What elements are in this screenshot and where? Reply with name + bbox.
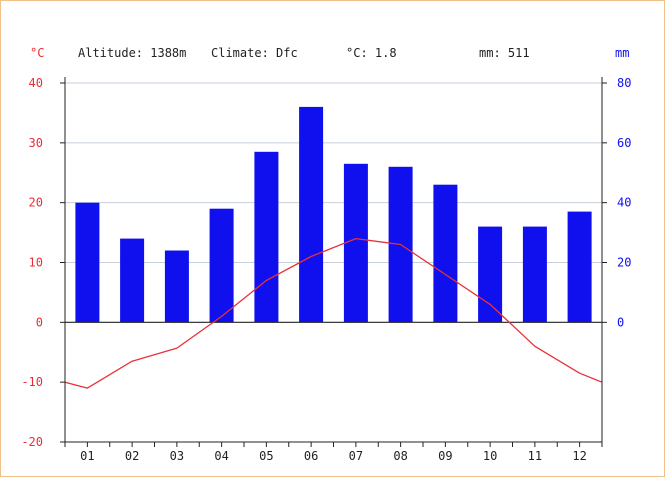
x-tick-label: 03: [170, 449, 184, 463]
right-tick-label: 60: [617, 136, 631, 150]
precipitation-bar: [433, 184, 458, 323]
precipitation-bar: [478, 226, 503, 323]
left-tick-label: 20: [29, 196, 43, 210]
temperature-summary: °C: 1.8: [346, 46, 397, 60]
x-tick-label: 02: [125, 449, 139, 463]
right-tick-label: 20: [617, 256, 631, 270]
precipitation-bar: [522, 226, 547, 323]
x-tick-label: 04: [214, 449, 228, 463]
left-tick-label: -10: [21, 375, 43, 389]
climate-label: Climate: Dfc: [211, 46, 298, 60]
precipitation-bar: [75, 202, 100, 323]
left-tick-label: 10: [29, 256, 43, 270]
precipitation-bars: [75, 106, 592, 323]
precipitation-bar: [254, 151, 279, 323]
x-tick-label: 08: [393, 449, 407, 463]
x-tick-label: 11: [528, 449, 542, 463]
x-tick-label: 10: [483, 449, 497, 463]
axes-layer: -20 -10 0 10 20 30 40 0 20 40 60 80 01 02 03 04 05 06 07 08…: [21, 76, 631, 463]
x-tick-label: 06: [304, 449, 318, 463]
left-tick-label: 40: [29, 76, 43, 90]
x-tick-label: 12: [572, 449, 586, 463]
precipitation-summary: mm: 511: [479, 46, 530, 60]
x-tick-label: 09: [438, 449, 452, 463]
precipitation-bar: [164, 250, 189, 323]
grid-layer: [65, 82, 602, 263]
precipitation-bar: [299, 106, 324, 323]
altitude-label: Altitude: 1388m: [78, 46, 186, 60]
x-tick-label: 01: [80, 449, 94, 463]
right-tick-label: 0: [617, 315, 624, 329]
right-tick-label: 80: [617, 76, 631, 90]
precipitation-bar: [120, 238, 145, 323]
x-tick-label: 05: [259, 449, 273, 463]
right-axis-unit: mm: [615, 46, 629, 60]
temperature-line-layer: [64, 237, 603, 389]
precipitation-bar: [343, 163, 368, 323]
precipitation-bar: [567, 211, 592, 323]
left-tick-label: 30: [29, 136, 43, 150]
left-tick-label: -20: [21, 435, 43, 449]
temperature-line: [64, 237, 603, 389]
precipitation-bar: [209, 208, 234, 323]
left-tick-label: 0: [36, 315, 43, 329]
x-tick-label: 07: [349, 449, 363, 463]
left-axis-unit: °C: [30, 46, 44, 60]
right-tick-label: 40: [617, 196, 631, 210]
